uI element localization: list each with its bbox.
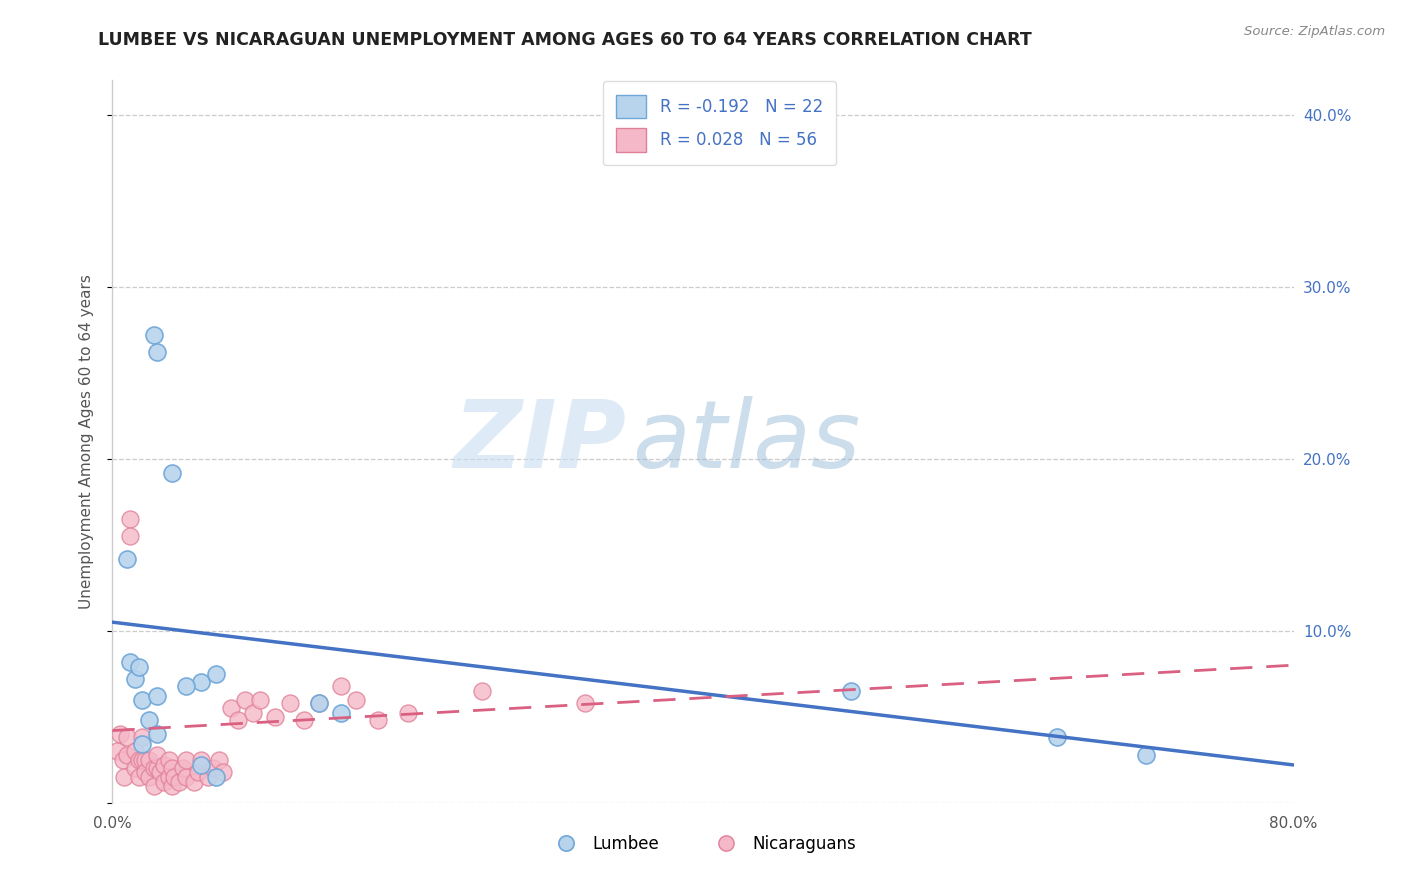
Point: [160, 779, 183, 793]
Point: [183, 775, 205, 789]
Point: [120, 529, 142, 543]
Point: [149, 764, 172, 779]
Point: [117, 551, 138, 566]
Legend: Lumbee, Nicaraguans: Lumbee, Nicaraguans: [543, 828, 863, 860]
Point: [174, 679, 197, 693]
Point: [344, 692, 367, 706]
Y-axis label: Unemployment Among Ages 60 to 64 years: Unemployment Among Ages 60 to 64 years: [79, 274, 94, 609]
Point: [308, 696, 330, 710]
Point: [157, 770, 180, 784]
Point: [146, 689, 169, 703]
Point: [108, 727, 131, 741]
Point: [201, 761, 224, 775]
Point: [160, 761, 183, 775]
Point: [128, 753, 150, 767]
Point: [131, 737, 153, 751]
Point: [839, 684, 862, 698]
Point: [146, 747, 169, 762]
Point: [292, 713, 315, 727]
Point: [131, 692, 153, 706]
Point: [172, 761, 194, 775]
Point: [138, 713, 160, 727]
Point: [1046, 731, 1069, 745]
Point: [124, 761, 146, 775]
Point: [187, 764, 209, 779]
Point: [138, 753, 160, 767]
Point: [142, 761, 165, 775]
Point: [249, 692, 271, 706]
Point: [190, 758, 212, 772]
Point: [174, 753, 197, 767]
Point: [117, 747, 138, 762]
Point: [470, 684, 494, 698]
Text: ZIP: ZIP: [453, 395, 626, 488]
Point: [190, 675, 212, 690]
Point: [219, 701, 242, 715]
Point: [197, 770, 219, 784]
Point: [264, 710, 287, 724]
Point: [138, 770, 160, 784]
Point: [124, 672, 146, 686]
Point: [160, 466, 183, 480]
Point: [105, 744, 128, 758]
Point: [212, 764, 235, 779]
Point: [157, 753, 180, 767]
Point: [146, 727, 169, 741]
Point: [142, 327, 165, 342]
Point: [163, 770, 186, 784]
Point: [205, 666, 228, 681]
Point: [574, 696, 596, 710]
Point: [190, 753, 212, 767]
Point: [330, 706, 353, 721]
Text: Source: ZipAtlas.com: Source: ZipAtlas.com: [1244, 25, 1385, 38]
Point: [134, 753, 156, 767]
Point: [131, 731, 153, 745]
Point: [153, 758, 176, 772]
Point: [205, 770, 228, 784]
Point: [146, 345, 169, 359]
Point: [142, 779, 165, 793]
Point: [112, 770, 135, 784]
Point: [131, 753, 153, 767]
Point: [128, 660, 150, 674]
Point: [167, 775, 190, 789]
Point: [153, 775, 176, 789]
Point: [124, 744, 146, 758]
Text: LUMBEE VS NICARAGUAN UNEMPLOYMENT AMONG AGES 60 TO 64 YEARS CORRELATION CHART: LUMBEE VS NICARAGUAN UNEMPLOYMENT AMONG …: [98, 31, 1032, 49]
Point: [134, 764, 156, 779]
Point: [226, 713, 249, 727]
Point: [174, 770, 197, 784]
Point: [396, 706, 419, 721]
Point: [233, 692, 256, 706]
Point: [367, 713, 389, 727]
Point: [128, 770, 150, 784]
Point: [208, 753, 231, 767]
Point: [308, 696, 330, 710]
Point: [242, 706, 264, 721]
Point: [117, 731, 138, 745]
Point: [120, 512, 142, 526]
Point: [330, 679, 353, 693]
Text: atlas: atlas: [633, 396, 860, 487]
Point: [1135, 747, 1157, 762]
Point: [146, 761, 169, 775]
Point: [111, 753, 134, 767]
Point: [278, 696, 301, 710]
Point: [120, 655, 142, 669]
